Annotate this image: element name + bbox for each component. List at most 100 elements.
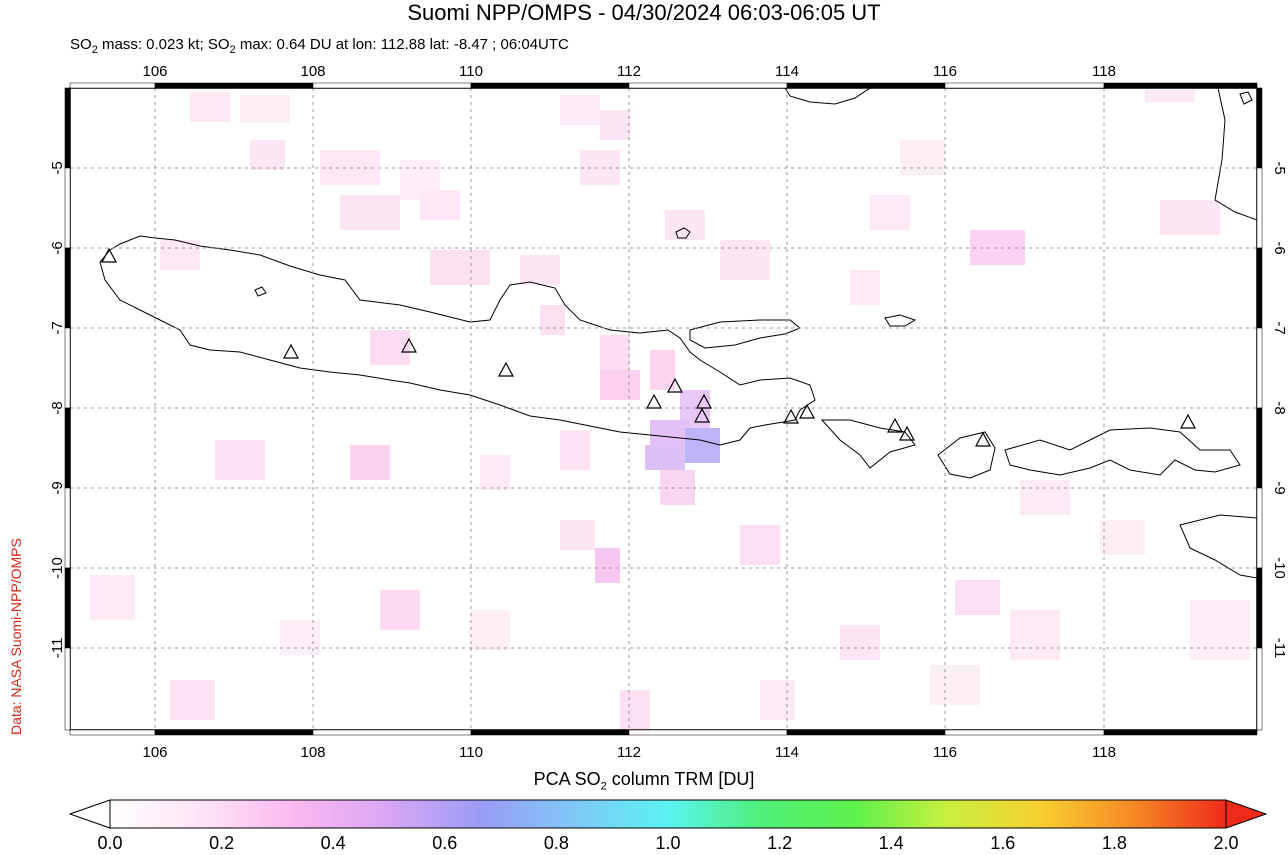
lon-label-top: 106 [142, 63, 167, 80]
so2-pixel [600, 335, 630, 370]
lon-label-top: 114 [775, 63, 799, 80]
frame-bar-bottom [1103, 729, 1258, 736]
so2-pixel [930, 665, 980, 705]
so2-pixel [600, 110, 630, 140]
frame-bar-bottom [786, 729, 946, 736]
coastline-lombok [937, 431, 996, 479]
triangle-icon [100, 247, 118, 263]
so2-pixel [240, 95, 290, 123]
so2-pixel [1020, 480, 1070, 515]
so2-mass-text: mass: 0.023 kt; SO [97, 36, 230, 53]
so2-pixel [480, 455, 510, 490]
subscript-2: 2 [91, 44, 98, 56]
coastline-kangean [884, 314, 917, 327]
frame-bar-top [786, 82, 946, 89]
frame-bar-bottom [628, 729, 788, 736]
so2-pixel [280, 620, 320, 655]
so2-pixel [430, 250, 490, 285]
frame-bar-bottom [312, 729, 472, 736]
lon-label-bottom: 110 [459, 744, 483, 761]
lon-label-top: 108 [300, 63, 325, 80]
so2-pixel [540, 305, 565, 335]
frame-bar-bottom [944, 729, 1105, 736]
so2-pixel [470, 610, 510, 650]
so2-pixel [685, 428, 720, 463]
frame-bar-bottom [470, 729, 630, 736]
colorbar-tick-label: 1.2 [767, 833, 793, 853]
coastline-kalimantan [784, 88, 871, 105]
coastline-bali [820, 419, 916, 469]
triangle-icon [695, 393, 713, 409]
colorbar-low-arrow [68, 799, 111, 829]
colorbar-label-suffix: column TRM [DU] [606, 769, 755, 789]
frame-bar-left [64, 567, 71, 649]
frame-bar-left [64, 407, 71, 489]
so2-pixel [190, 92, 230, 122]
frame-bar-top [1103, 82, 1258, 89]
lat-label-left: -5 [49, 161, 66, 174]
colorbar-ticks: 0.0 0.2 0.4 0.6 0.8 1.0 1.2 1.4 1.6 1.8 2.0 [0, 833, 1288, 855]
frame-bar-right [1256, 327, 1263, 409]
so2-pixel [380, 590, 420, 630]
colorbar-tick-label: 0.6 [432, 833, 458, 853]
so2-pixel [740, 525, 780, 565]
lat-label-left: -9 [49, 481, 66, 494]
lat-label-right: -6 [1271, 241, 1288, 254]
lat-label-left: -7 [49, 321, 66, 334]
so2-pixel [1010, 610, 1060, 660]
lon-label-top: 110 [459, 63, 483, 80]
frame-bar-top [69, 82, 156, 89]
so2-pixel [1190, 600, 1250, 660]
lat-label-left: -11 [49, 638, 66, 659]
colorbar-tick-label: 1.0 [655, 833, 681, 853]
frame-bar-right [1256, 647, 1263, 731]
colorbar-tick-label: 2.0 [1213, 833, 1239, 853]
lon-label-top: 118 [1092, 63, 1116, 80]
frame-bar-top [470, 82, 630, 89]
map-border-bars [64, 82, 1263, 736]
triangle-icon [798, 403, 816, 419]
lat-label-left: -10 [49, 557, 66, 579]
triangle-icon [974, 431, 992, 447]
frame-bar-bottom [154, 729, 314, 736]
colorbar-tick-label: 1.8 [1101, 833, 1127, 853]
triangle-icon [886, 417, 904, 433]
triangle-icon [282, 343, 300, 359]
frame-bar-right [1256, 567, 1263, 649]
frame-bar-right [1256, 487, 1263, 569]
coastline-islet-2 [1239, 91, 1253, 105]
so2-pixel [600, 370, 640, 400]
so2-pixel [900, 140, 945, 175]
so2-pixel [560, 95, 600, 125]
frame-bar-right [1256, 87, 1263, 169]
so2-pixel [1100, 520, 1145, 555]
colorbar-tick-label: 1.6 [990, 833, 1016, 853]
graticule [70, 88, 1257, 730]
coastline-bawean [675, 227, 691, 239]
lat-label-right: -8 [1271, 401, 1288, 414]
colorbar-tick-label: 1.4 [878, 833, 904, 853]
lon-label-bottom: 106 [142, 744, 167, 761]
frame-bar-top [312, 82, 472, 89]
so2-pixel [720, 240, 770, 280]
so2-pixel [665, 210, 705, 240]
frame-bar-top [154, 82, 314, 89]
triangle-icon [400, 337, 418, 353]
lat-label-left: -6 [49, 241, 66, 254]
lat-label-right: -9 [1271, 481, 1288, 494]
colorbar-tick-label: 0.0 [97, 833, 123, 853]
coastline-layer [99, 88, 1257, 579]
so2-max-text: max: 0.64 DU at lon: 112.88 lat: -8.47 ;… [235, 36, 569, 53]
frame-bar-top [944, 82, 1105, 89]
frame-bar-left [64, 167, 71, 249]
lon-label-top: 116 [933, 63, 957, 80]
page-title: Suomi NPP/OMPS - 04/30/2024 06:03-06:05 … [407, 0, 881, 25]
coastline-sumbawa [1004, 427, 1241, 476]
colorbar-tick-label: 0.8 [543, 833, 569, 853]
frame-bar-right [1256, 247, 1263, 329]
frame-bar-top [628, 82, 788, 89]
lon-label-bottom: 116 [933, 744, 957, 761]
axis-labels: 106 106 108 108 110 110 112 112 114 114 116 116 118 1… [49, 63, 1288, 761]
so2-pixel [580, 150, 620, 185]
